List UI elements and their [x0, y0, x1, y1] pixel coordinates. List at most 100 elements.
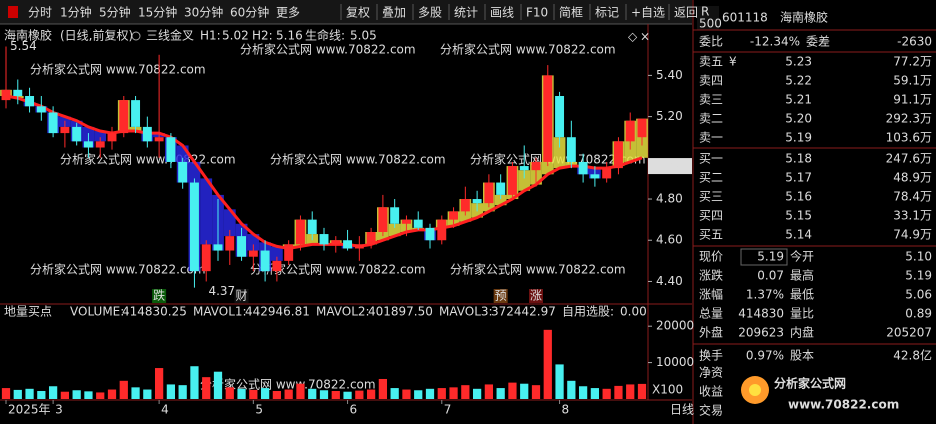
volume-stat-value: 442946.81	[245, 305, 310, 319]
trend-fill	[94, 131, 107, 142]
chart-header: 5.05	[350, 29, 377, 43]
candle-body	[213, 244, 223, 251]
stat-label: 量比	[790, 307, 814, 321]
logo-url: www.70822.com	[788, 398, 899, 412]
tool-button[interactable]: 简框	[559, 6, 583, 20]
stat-value: 5.19	[757, 250, 784, 264]
volume-bar	[343, 391, 352, 399]
volume-bar	[390, 388, 399, 399]
candle-body	[272, 260, 282, 272]
volume-bar	[72, 390, 81, 399]
volume-bar	[308, 388, 317, 399]
trend-fill	[388, 223, 401, 237]
candle-body	[319, 234, 329, 245]
tool-button[interactable]: 复权	[346, 6, 370, 20]
more-button[interactable]: 更多	[276, 6, 300, 20]
tool-button[interactable]: F10	[526, 6, 548, 20]
volume-bar	[449, 387, 458, 399]
stat-label: 股本	[790, 349, 814, 363]
y-tick-label: 4.80	[656, 192, 683, 206]
candle-body	[484, 182, 494, 204]
period-button[interactable]: 60分钟	[230, 5, 269, 20]
ratio-label: 委差	[806, 35, 830, 49]
volume-tick-label: 20000	[656, 319, 694, 333]
ratio-value: -2630	[897, 35, 932, 49]
volume-stat-label: MAVOL2:	[316, 305, 370, 319]
period-button[interactable]: 30分钟	[184, 5, 223, 20]
chart-header: 生命线:	[305, 28, 345, 43]
volume-bar	[461, 385, 470, 399]
candle-body	[625, 120, 635, 142]
chart-header: H2:	[252, 29, 273, 43]
volume-bar	[567, 380, 576, 399]
trend-fill	[223, 209, 236, 237]
high-label: 5.54	[10, 39, 37, 53]
watermark: 分析家公式网 www.70822.com	[60, 152, 236, 167]
currency-icon: ¥	[729, 55, 737, 69]
candle-body	[531, 161, 541, 171]
period-button[interactable]: 分时	[28, 6, 52, 20]
menu-icon[interactable]	[8, 6, 18, 18]
volume-bar	[178, 385, 187, 399]
logo-flower-center	[749, 384, 761, 396]
tool-button[interactable]: 多股	[418, 6, 442, 20]
settings-icon[interactable]	[131, 31, 141, 41]
badge: R	[701, 5, 709, 19]
volume-bar	[578, 386, 588, 399]
x-tick-label: 3	[55, 403, 63, 417]
volume-bar	[602, 388, 611, 399]
period-button[interactable]: 15分钟	[138, 5, 177, 20]
book-volume: 103.6万	[886, 131, 932, 145]
volume-bar	[543, 329, 552, 399]
watermark: 分析家公式网 www.70822.com	[30, 262, 206, 277]
candle-body	[189, 182, 199, 272]
volume-bar	[213, 371, 223, 399]
tool-button[interactable]: 返回	[674, 6, 698, 20]
book-label: 卖三	[699, 93, 723, 107]
x-tick-label: 6	[350, 403, 358, 417]
volume-bar	[402, 389, 411, 399]
candle-body	[401, 219, 411, 224]
book-volume: 292.3万	[886, 112, 932, 126]
book-price: 5.23	[785, 55, 812, 69]
volume-stat-label: VOLUME:	[70, 305, 124, 319]
book-price: 5.16	[785, 190, 812, 204]
book-price: 5.15	[785, 209, 812, 223]
extra-label: 收益	[699, 385, 723, 399]
close-icon[interactable]: ×	[640, 30, 650, 44]
book-price: 5.14	[785, 228, 812, 242]
candle-body	[472, 199, 482, 204]
volume-bar	[190, 366, 199, 399]
stat-value: 1.37%	[746, 288, 784, 302]
volume-bar	[119, 380, 128, 399]
book-label: 卖二	[699, 112, 723, 126]
candle-body	[60, 126, 70, 134]
tool-button[interactable]: 画线	[490, 6, 514, 20]
event-badge-bg	[152, 289, 167, 303]
volume-bar	[272, 390, 282, 399]
chart-header: 海南橡胶	[4, 28, 52, 43]
volume-bar	[260, 388, 270, 399]
book-label: 买四	[699, 209, 723, 223]
candle-body	[390, 207, 400, 224]
tool-button[interactable]: 标记	[595, 6, 619, 20]
stat-label: 换手	[699, 349, 723, 363]
candle-body	[237, 236, 247, 257]
watermark: 分析家公式网 www.70822.com	[450, 262, 626, 277]
tool-button[interactable]: +自选	[631, 6, 665, 20]
candle-body	[178, 161, 188, 183]
chart-header: 三线金叉	[146, 28, 194, 43]
tool-button[interactable]: 统计	[454, 6, 478, 20]
stat-value: 5.19	[905, 269, 932, 283]
period-button[interactable]: 1分钟	[60, 5, 92, 20]
y-tick-label: 4.40	[656, 274, 683, 288]
candle-body	[507, 166, 517, 195]
period-label[interactable]: 日线	[670, 403, 694, 417]
book-volume: 48.9万	[893, 171, 932, 185]
tool-button[interactable]: 叠加	[382, 6, 406, 20]
period-button[interactable]: 5分钟	[99, 5, 131, 20]
book-label: 卖四	[699, 74, 723, 88]
extra-label: 净资	[699, 366, 723, 380]
volume-bar	[531, 385, 541, 399]
volume-bar	[84, 391, 93, 399]
